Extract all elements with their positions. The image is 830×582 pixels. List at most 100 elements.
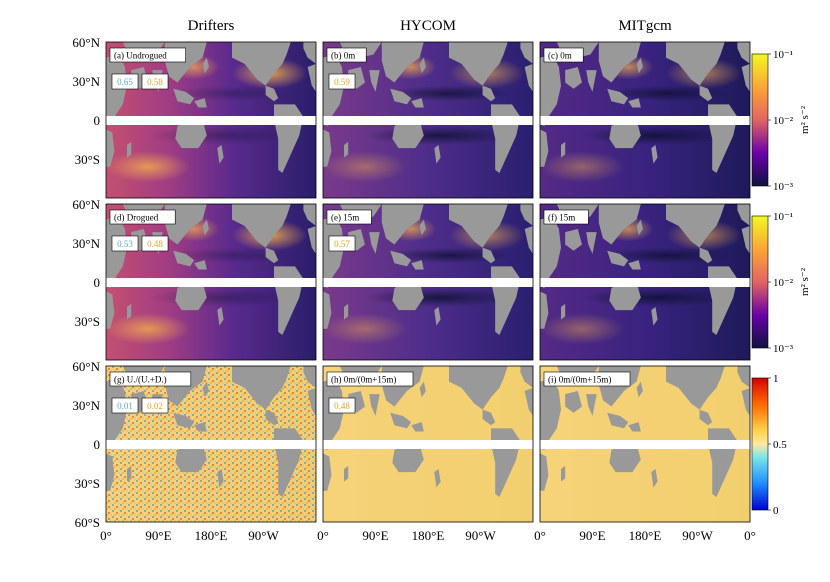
equatorial-gap (106, 278, 316, 287)
heatmap-field (540, 42, 750, 198)
x-tick-label: 90°W (248, 528, 279, 543)
panel-label-box (326, 371, 414, 387)
heatmap-field (106, 42, 316, 198)
low-variance-region (365, 126, 512, 145)
y-tick-label: 30°S (75, 476, 100, 491)
x-tick-label: 180°E (412, 528, 445, 543)
low-variance-region (582, 126, 729, 145)
high-variance-region (540, 151, 624, 183)
panel-label-box (543, 209, 589, 225)
panel-frame (322, 365, 534, 523)
stat-value: 0.59 (334, 77, 350, 87)
stat-box (111, 235, 139, 252)
low-variance-region (603, 247, 729, 264)
heatmap-field (540, 366, 750, 522)
low-variance-region (365, 288, 512, 307)
low-variance-region (148, 126, 295, 145)
stat-value: 0.65 (117, 77, 133, 87)
panel-frame (539, 365, 751, 523)
column-title: MITgcm (618, 18, 672, 34)
equatorial-gap (323, 440, 533, 449)
map-panel: (h) 0m/(0m+15m) 0.48 (322, 365, 534, 523)
stat-box (141, 235, 169, 252)
panel-label-box (109, 47, 186, 63)
stat-box (111, 73, 139, 90)
colorbar-tick-label: 1 (773, 373, 779, 385)
panel-label: (f) 15m (548, 213, 575, 223)
y-tick-label: 0 (94, 113, 101, 128)
panel-label: (d) Drogued (114, 213, 159, 223)
stat-box (141, 397, 169, 414)
stat-box (328, 73, 356, 90)
y-tick-label: 60°S (75, 515, 100, 530)
colorbar-tick-label: 10⁻² (773, 115, 794, 127)
map-panel: (e) 15m 0.57 (322, 203, 534, 361)
equatorial-gap (540, 278, 750, 287)
column-title: HYCOM (400, 18, 456, 34)
y-tick-label: 60°N (72, 359, 100, 374)
low-variance-region (603, 85, 729, 102)
y-tick-label: 0 (94, 275, 101, 290)
panel-label: (b) 0m (331, 51, 355, 61)
low-variance-region (386, 85, 512, 102)
colorbar-tick-label: 0 (773, 505, 779, 517)
high-variance-region (106, 151, 190, 183)
panel-label: (h) 0m/(0m+15m) (331, 375, 396, 385)
map-panel: (i) 0m/(0m+15m) (539, 365, 751, 523)
x-tick-label: 0° (744, 528, 756, 543)
low-variance-region (148, 288, 295, 307)
y-tick-label: 30°N (72, 398, 100, 413)
heatmap-field (106, 366, 316, 522)
panel-frame (105, 203, 317, 361)
high-variance-region (323, 313, 407, 345)
equatorial-gap (540, 116, 750, 125)
panel-label: (a) Undrogued (114, 51, 167, 61)
low-variance-region (386, 247, 512, 264)
colorbar-tick-label: 10⁻¹ (773, 211, 793, 223)
panel-label-box (109, 209, 176, 225)
panel-frame (322, 203, 534, 361)
heatmap-field (323, 42, 533, 198)
map-panel: (c) 0m (539, 41, 751, 199)
heatmap-field (323, 204, 533, 360)
low-variance-region (582, 288, 729, 307)
column-title: Drifters (188, 18, 235, 34)
x-tick-label: 90°W (682, 528, 713, 543)
low-variance-region (169, 247, 295, 264)
stat-box (141, 73, 169, 90)
high-variance-region (106, 313, 190, 345)
x-tick-label: 0° (534, 528, 546, 543)
y-tick-label: 30°S (75, 314, 100, 329)
panel-label-box (543, 371, 631, 387)
colorbar-label: m² s⁻² (799, 267, 811, 296)
colorbar-tick-label: 0.5 (773, 439, 787, 451)
panel-frame (105, 365, 317, 523)
panel-frame (105, 41, 317, 199)
stat-value: 0.48 (147, 239, 163, 249)
equatorial-gap (323, 278, 533, 287)
heatmap-field (323, 366, 533, 522)
y-tick-label: 0 (94, 437, 101, 452)
y-tick-label: 60°N (72, 35, 100, 50)
panel-label: (e) 15m (331, 213, 359, 223)
heatmap-field (106, 204, 316, 360)
x-tick-label: 90°E (145, 528, 171, 543)
colorbar (751, 53, 769, 187)
equatorial-gap (106, 116, 316, 125)
panel-label: (g) U./(U.+D.) (114, 375, 167, 385)
y-tick-label: 30°N (72, 74, 100, 89)
x-tick-label: 180°E (629, 528, 662, 543)
stat-box (328, 397, 356, 414)
map-panel: (a) Undrogued 0.65 0.58 (105, 41, 317, 199)
colorbar-tick-label: 10⁻³ (773, 181, 794, 193)
colorbar (751, 377, 769, 511)
stat-box (328, 235, 356, 252)
x-tick-label: 0° (317, 528, 329, 543)
panel-label: (c) 0m (548, 51, 572, 61)
x-tick-label: 90°E (579, 528, 605, 543)
panel-label-box (326, 47, 367, 63)
panel-label: (i) 0m/(0m+15m) (548, 375, 611, 385)
y-tick-label: 30°S (75, 152, 100, 167)
high-variance-region (540, 313, 624, 345)
stat-box (111, 397, 139, 414)
